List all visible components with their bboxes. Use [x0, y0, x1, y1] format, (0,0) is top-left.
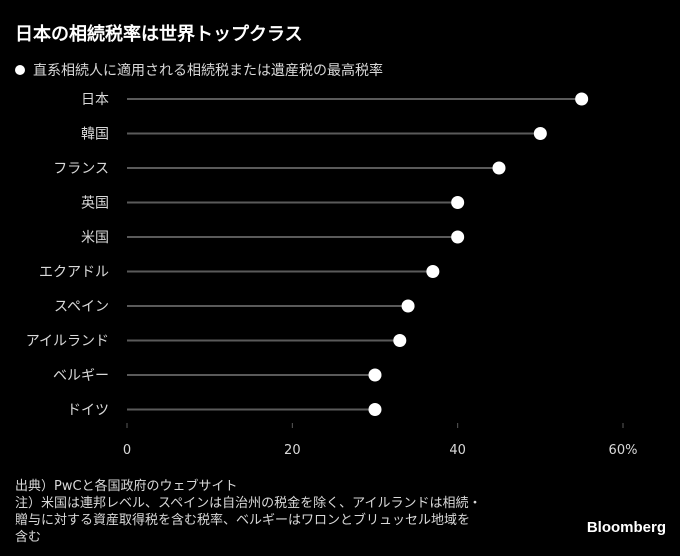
- x-tick-label: 60%: [609, 443, 638, 458]
- source-note: 出典）PwCと各国政府のウェブサイト: [15, 479, 238, 494]
- legend: 直系相続人に適用される相続税または遺産税の最高税率: [15, 60, 383, 80]
- data-point: [401, 299, 415, 313]
- notes: 出典）PwCと各国政府のウェブサイト 注）米国は連邦レベル、スペインは自治州の税…: [15, 478, 481, 546]
- category-label: ベルギー: [53, 368, 109, 384]
- bloomberg-logo: Bloomberg: [586, 519, 666, 536]
- data-point: [368, 403, 382, 416]
- category-label: 日本: [81, 92, 109, 108]
- legend-label: 直系相続人に適用される相続税または遺産税の最高税率: [33, 63, 383, 79]
- x-tick-label: 20: [284, 443, 301, 458]
- footnote-line: 注）米国は連邦レベル、スペインは自治州の税金を除く、アイルランドは相続・: [15, 496, 482, 511]
- category-label: スペイン: [54, 299, 109, 315]
- data-point: [451, 196, 465, 209]
- footnote-line: 贈与に対する資産取得税を含む税率、ベルギーはワロンとブリュッセル地域を: [15, 513, 471, 528]
- data-point: [368, 368, 382, 382]
- chart-title: 日本の相続税率は世界トップクラス: [15, 24, 303, 45]
- category-label: アイルランド: [26, 334, 109, 350]
- data-point: [451, 230, 465, 244]
- data-point: [492, 161, 506, 175]
- data-point: [575, 92, 589, 106]
- category-label: 米国: [81, 230, 109, 246]
- category-label: エクアドル: [39, 265, 109, 281]
- data-point: [533, 127, 547, 140]
- category-label: ドイツ: [67, 403, 109, 419]
- x-tick-label: 40: [449, 443, 466, 458]
- category-label: 英国: [81, 195, 109, 212]
- data-point: [426, 265, 440, 278]
- legend-dot-icon: [15, 65, 25, 75]
- footnote-line: 含む: [15, 530, 42, 545]
- x-tick-label: 0: [123, 443, 131, 458]
- category-label: 韓国: [81, 127, 109, 143]
- data-point: [393, 334, 407, 347]
- category-label: フランス: [53, 161, 109, 177]
